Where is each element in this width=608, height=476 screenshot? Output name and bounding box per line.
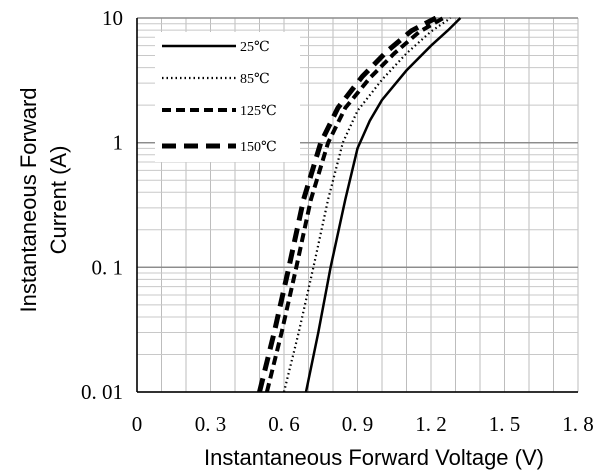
y-tick-label: 0. 01 [81,380,123,404]
x-tick-label: 0 [132,412,143,436]
y-tick-label: 0. 1 [92,255,124,279]
legend: 25℃ 85℃ 125℃ 150℃ [155,32,300,162]
series-line [257,16,438,392]
x-axis-title: Instantaneous Forward Voltage (V) [204,445,544,470]
axes [136,18,578,393]
series-line [264,16,445,392]
x-tick-label: 1. 8 [562,412,594,436]
x-tick-label: 0. 6 [268,412,300,436]
y-tick-label: 10 [102,6,123,30]
legend-label: 25℃ [240,40,270,55]
tick-labels: 10 1 0. 1 0. 01 0 0. 3 0. 6 0. 9 1. 2 1. 5 1. 8 [81,6,594,436]
curves [257,16,462,392]
x-tick-label: 0. 3 [195,412,227,436]
series-line [282,17,452,392]
y-tick-label: 1 [113,131,124,155]
legend-label: 150℃ [240,140,277,155]
legend-box [155,32,300,162]
legend-label: 125℃ [240,104,277,119]
x-tick-label: 1. 5 [489,412,521,436]
x-tick-label: 1. 2 [415,412,447,436]
series-line [304,17,462,392]
x-tick-label: 0. 9 [342,412,374,436]
legend-label: 85℃ [240,72,270,87]
y-axis-title-line2: Current (A) [46,146,71,255]
y-axis-title-line1: Instantaneous Forward [16,87,41,312]
